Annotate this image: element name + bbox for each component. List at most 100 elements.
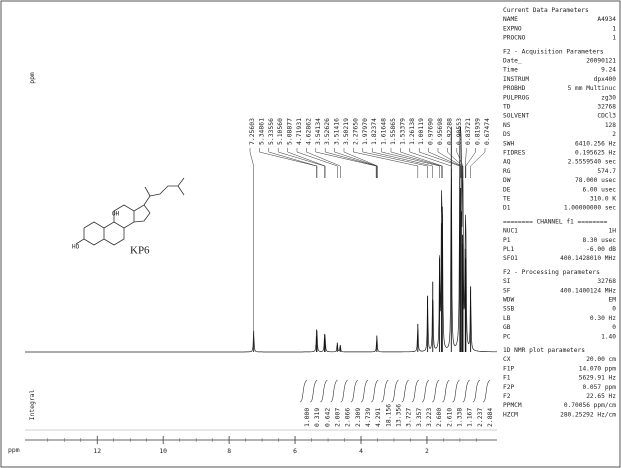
integral-label: 2.600 (435, 408, 443, 427)
parameter-value: 22.65 Hz (586, 393, 616, 400)
parameter-name: P1 (503, 237, 511, 244)
integral-curve (442, 379, 450, 403)
parameter-name: SSB (503, 306, 514, 313)
integral-curve (421, 379, 430, 403)
integral-label: 4.291 (374, 408, 382, 427)
parameter-value: 1.00000000 sec (564, 205, 616, 212)
parameter-name: Time (503, 67, 518, 74)
integral-curve (330, 379, 338, 403)
parameter-value: 0.057 ppm (582, 384, 616, 391)
peak-label: 2.27650 (351, 118, 359, 145)
peak-label: 1.53379 (398, 118, 406, 145)
peak-label: 5.33556 (267, 118, 275, 145)
peak-label: 3.50219 (342, 118, 350, 145)
peak-connector (447, 148, 463, 178)
integral-curve (462, 379, 470, 403)
integral-label: Integral (28, 389, 36, 420)
integral-curve (452, 379, 460, 403)
peak-connector (371, 148, 434, 178)
x-tick-label: 6 (293, 447, 297, 455)
integral-label: 3.727 (405, 408, 413, 427)
integral-curve (401, 379, 409, 403)
peak-connector (418, 148, 461, 178)
peak-connector (381, 148, 440, 178)
parameter-value: 400.1428010 MHz (560, 255, 616, 262)
x-tick-label: 8 (227, 447, 231, 455)
parameter-value: 1.40 (601, 333, 616, 340)
parameter-name: FIDRES (503, 150, 526, 157)
parameter-name: LB (503, 315, 511, 322)
peak-connector (324, 148, 377, 178)
parameter-value: 14.070 ppm (579, 365, 617, 372)
integral-curve (371, 379, 379, 403)
parameter-value: 20.00 cm (586, 356, 616, 363)
parameter-name: D1 (503, 205, 511, 212)
peak-connector (437, 148, 462, 178)
parameter-value: 6410.256 Hz (575, 140, 616, 147)
integral-label: 1.338 (456, 408, 464, 427)
axis-label: ppm (28, 72, 36, 84)
x-tick-label: 4 (359, 447, 363, 455)
integral-curve (340, 379, 348, 403)
parameter-value: 2 (612, 131, 616, 138)
parameter-name: WDW (503, 297, 514, 304)
peak-label: 1.97970 (361, 118, 369, 145)
parameter-name: PC (503, 333, 511, 340)
parameter-name: RG (503, 168, 511, 175)
parameter-value: 1 (612, 35, 616, 42)
integral-label: 2.007 (334, 408, 342, 427)
integral-label: 1.000 (303, 408, 311, 427)
parameter-value: 0.70056 ppm/cm (564, 402, 616, 409)
parameter-value: 0.30 Hz (590, 315, 616, 322)
compound-label: KP6 (130, 245, 150, 257)
parameter-name: PULPROG (503, 94, 529, 101)
integral-label: 13.356 (395, 404, 403, 427)
integral-label: 18.156 (384, 404, 392, 427)
parameter-name: DW (503, 177, 511, 184)
peak-connector (362, 148, 428, 178)
peak-connector (334, 148, 378, 178)
integral-label: 0.642 (323, 408, 331, 427)
integral-curve (320, 379, 328, 403)
parameter-value: 6.00 usec (582, 186, 616, 193)
peak-label: 3.52626 (323, 118, 331, 145)
integral-label: 2.309 (354, 408, 362, 427)
peak-label: 1.26138 (408, 118, 416, 145)
peak-label: 5.34861 (257, 118, 265, 145)
parameter-name: TD (503, 104, 511, 111)
integral-label: 2.884 (486, 408, 494, 427)
parameter-value: 32768 (597, 104, 616, 111)
parameter-name: SI (503, 278, 511, 285)
integral-curve (360, 379, 369, 403)
integral-curve (381, 379, 389, 403)
peak-connector (353, 148, 419, 178)
parameter-section-title: 1D NMR plot parameters (503, 347, 585, 354)
peak-label: 4.71931 (295, 118, 303, 145)
parameter-value: 128 (605, 122, 616, 129)
parameter-section-title: F2 - Processing parameters (503, 269, 600, 276)
peak-connector (306, 148, 341, 178)
peak-label: 4.62862 (304, 118, 312, 145)
parameter-name: F1 (503, 375, 511, 382)
parameter-name: F2P (503, 384, 514, 391)
parameter-name: NUC1 (503, 228, 518, 235)
parameter-value: 5629.91 Hz (579, 375, 617, 382)
parameter-section-title: Current Data Parameters (503, 7, 589, 14)
peak-connector (428, 148, 461, 178)
peak-connector (268, 148, 318, 178)
parameter-value: 8.30 usec (582, 237, 616, 244)
parameter-name: PROCNO (503, 35, 526, 42)
peak-label: 5.08877 (286, 118, 294, 145)
parameter-name: GB (503, 324, 511, 331)
parameter-name: TE (503, 196, 511, 203)
peak-connector (400, 148, 443, 178)
parameter-value: dpx400 (594, 76, 617, 83)
parameter-value: 310.0 K (590, 196, 616, 203)
parameter-value: 400.1400124 MHz (560, 287, 616, 294)
parameter-value: 1 (612, 25, 616, 32)
peak-connector (390, 148, 442, 178)
parameter-name: AQ (503, 159, 511, 166)
integral-label: 2.237 (476, 408, 484, 427)
